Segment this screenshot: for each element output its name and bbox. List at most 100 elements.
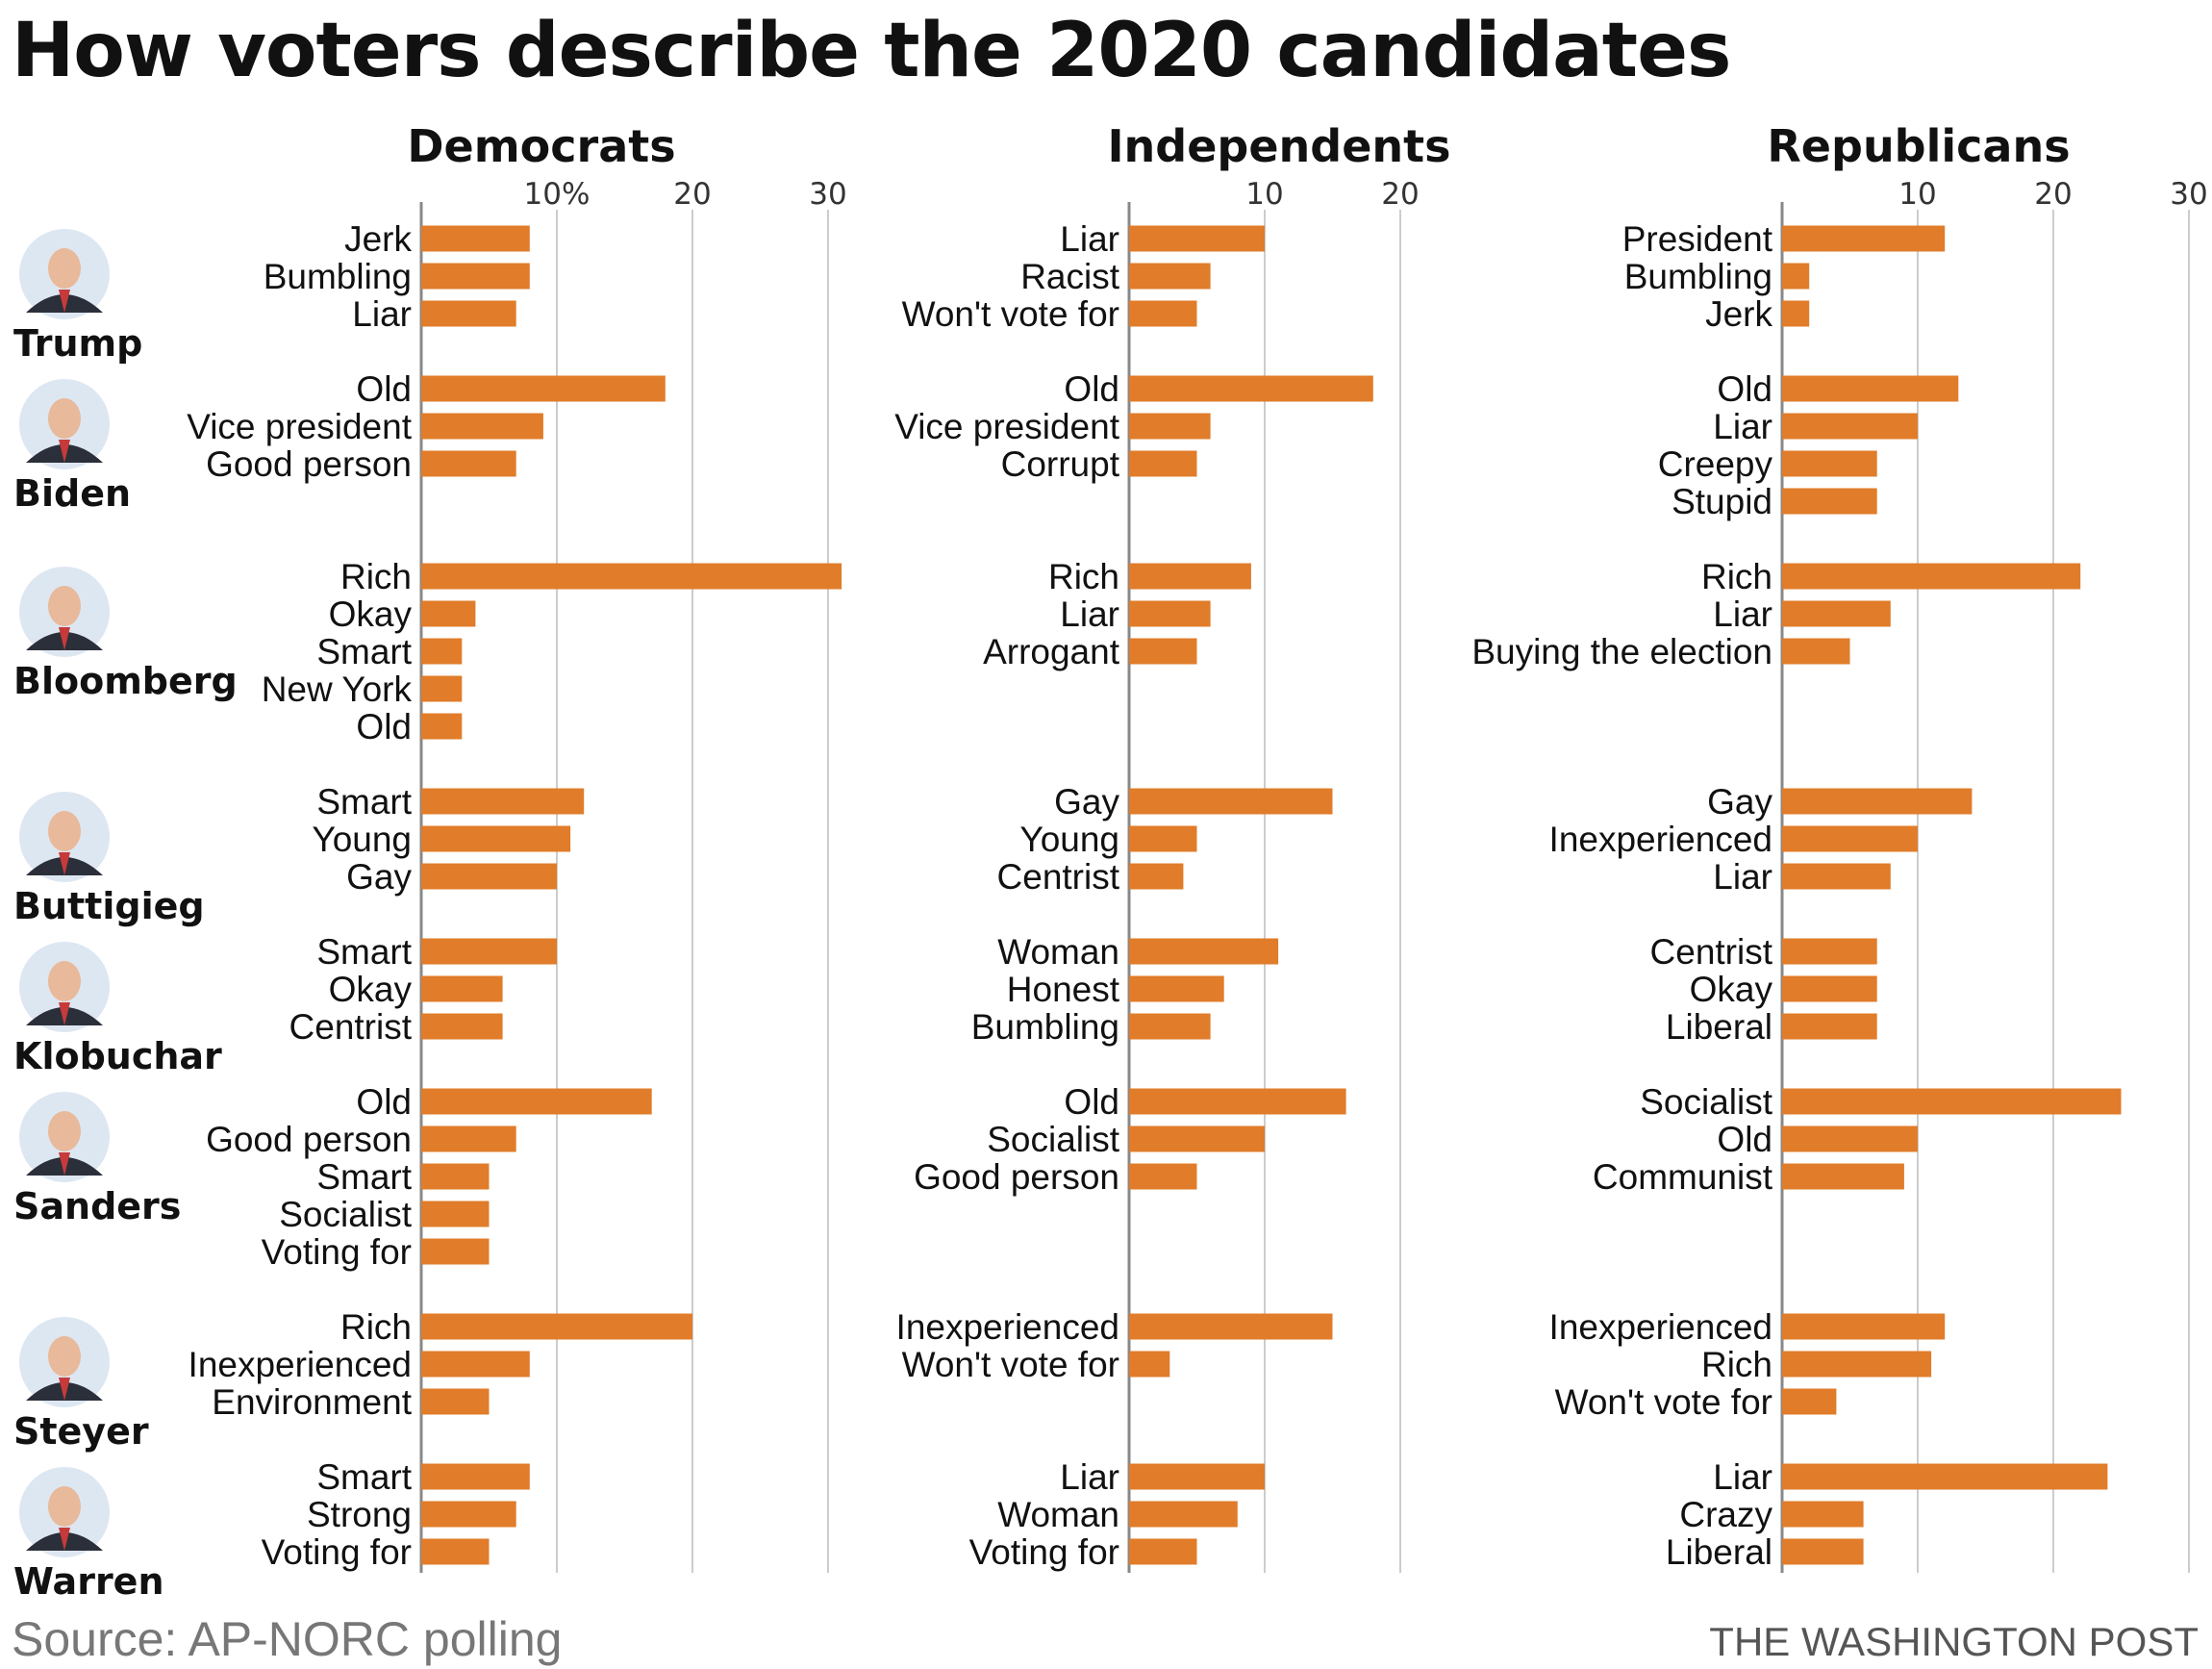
bar	[421, 1238, 490, 1265]
bar-label: Liar	[1060, 219, 1119, 259]
bar	[421, 1463, 530, 1490]
bar-label: Good person	[206, 1120, 412, 1159]
bar	[1782, 1088, 2122, 1115]
bar	[1129, 1313, 1333, 1340]
publisher-credit: THE WASHINGTON POST	[1709, 1619, 2199, 1664]
bar-label: Inexperienced	[1549, 820, 1772, 859]
bar	[421, 263, 530, 290]
bar-label: President	[1622, 219, 1773, 259]
bar	[1782, 938, 1877, 965]
tick-label: 30	[809, 177, 846, 212]
bar-label: Socialist	[279, 1195, 412, 1234]
bar-label: Old	[356, 707, 412, 746]
bar-label: Rich	[340, 557, 412, 596]
tick-label: 10%	[524, 177, 591, 212]
bar-label: Smart	[316, 932, 412, 972]
bar	[421, 713, 463, 740]
bar-label: Socialist	[1640, 1082, 1772, 1122]
bar-label: Young	[1019, 820, 1119, 859]
bar-label: Crazy	[1679, 1495, 1772, 1534]
bar-label: New York	[262, 670, 413, 709]
bar	[1782, 563, 2081, 590]
bar-label: Won't vote for	[1555, 1382, 1772, 1422]
bar-label: Smart	[316, 1157, 412, 1197]
tick-label: 10	[1898, 177, 1936, 212]
bar	[421, 1125, 516, 1152]
bar	[421, 1201, 490, 1227]
source-note: Source: AP-NORC polling	[12, 1612, 563, 1666]
bar-label: Woman	[997, 932, 1119, 972]
bar-label: Old	[356, 1082, 412, 1122]
bar	[1782, 263, 1810, 290]
candidate-name-bloomberg: Bloomberg	[13, 660, 238, 702]
bar-label: Rich	[1048, 557, 1119, 596]
bar	[1782, 975, 1877, 1002]
bar-label: Arrogant	[983, 632, 1120, 671]
bar-label: Gay	[1707, 782, 1772, 822]
bar-label: Okay	[329, 594, 413, 634]
bar	[1129, 1538, 1197, 1565]
bar	[421, 1013, 503, 1040]
bar-label: Liar	[1713, 857, 1772, 897]
tick-label: 30	[2170, 177, 2207, 212]
tick-label: 10	[1245, 177, 1283, 212]
bar-label: Stupid	[1672, 482, 1772, 521]
bar	[1782, 1351, 1932, 1378]
bar-label: Inexperienced	[189, 1345, 412, 1384]
bar	[1129, 938, 1279, 965]
portrait-face-steyer	[48, 1336, 81, 1377]
bar-label: Bumbling	[971, 1007, 1119, 1047]
bar-label: Vice president	[894, 407, 1120, 446]
bar	[1129, 825, 1197, 852]
bar-label: Centrist	[1650, 932, 1773, 972]
bar-label: Okay	[1690, 970, 1773, 1009]
bar-label: Old	[1717, 1120, 1772, 1159]
bar-label: Voting for	[969, 1532, 1119, 1572]
bar	[1129, 1125, 1265, 1152]
bar	[421, 1088, 652, 1115]
portrait-tie-buttigieg	[59, 852, 70, 875]
bar-label: Liar	[352, 294, 412, 334]
bar-label: Okay	[329, 970, 413, 1009]
bar-label: Won't vote for	[902, 1345, 1119, 1384]
portrait-tie-sanders	[59, 1152, 70, 1176]
bar-label: Bumbling	[264, 257, 412, 296]
bar	[1782, 450, 1877, 477]
bar-label: Liar	[1060, 1457, 1119, 1497]
portrait-face-sanders	[48, 1111, 81, 1151]
bar-label: Bumbling	[1624, 257, 1772, 296]
bar	[421, 600, 476, 627]
portrait-face-warren	[48, 1486, 81, 1527]
bar	[1782, 1501, 1864, 1528]
bar-label: Liberal	[1666, 1007, 1772, 1047]
bar	[1782, 300, 1810, 327]
bar	[1129, 300, 1197, 327]
portrait-tie-trump	[59, 290, 70, 313]
bar	[1129, 1501, 1238, 1528]
bar	[421, 225, 530, 252]
candidate-name-sanders: Sanders	[13, 1185, 181, 1227]
bar-label: Socialist	[987, 1120, 1119, 1159]
tick-label: 20	[673, 177, 711, 212]
bar	[421, 1538, 490, 1565]
bar	[1782, 638, 1850, 665]
bar-label: Liar	[1713, 407, 1772, 446]
candidate-name-biden: Biden	[13, 472, 131, 515]
bar-label: Liar	[1060, 594, 1119, 634]
bar	[1129, 225, 1265, 252]
bar-label: Old	[356, 369, 412, 409]
bar-label: Rich	[1701, 557, 1772, 596]
bar	[421, 375, 666, 402]
bar-label: Liar	[1713, 1457, 1772, 1497]
bar	[1129, 563, 1251, 590]
portrait-tie-bloomberg	[59, 627, 70, 650]
bar	[1129, 975, 1224, 1002]
bar	[1129, 863, 1184, 890]
bar	[421, 563, 842, 590]
candidate-name-warren: Warren	[13, 1560, 164, 1603]
bar	[1782, 863, 1891, 890]
bar-label: Voting for	[262, 1532, 412, 1572]
bar-label: Rich	[340, 1307, 412, 1347]
bar-label: Liar	[1713, 594, 1772, 634]
bar-label: Honest	[1007, 970, 1120, 1009]
